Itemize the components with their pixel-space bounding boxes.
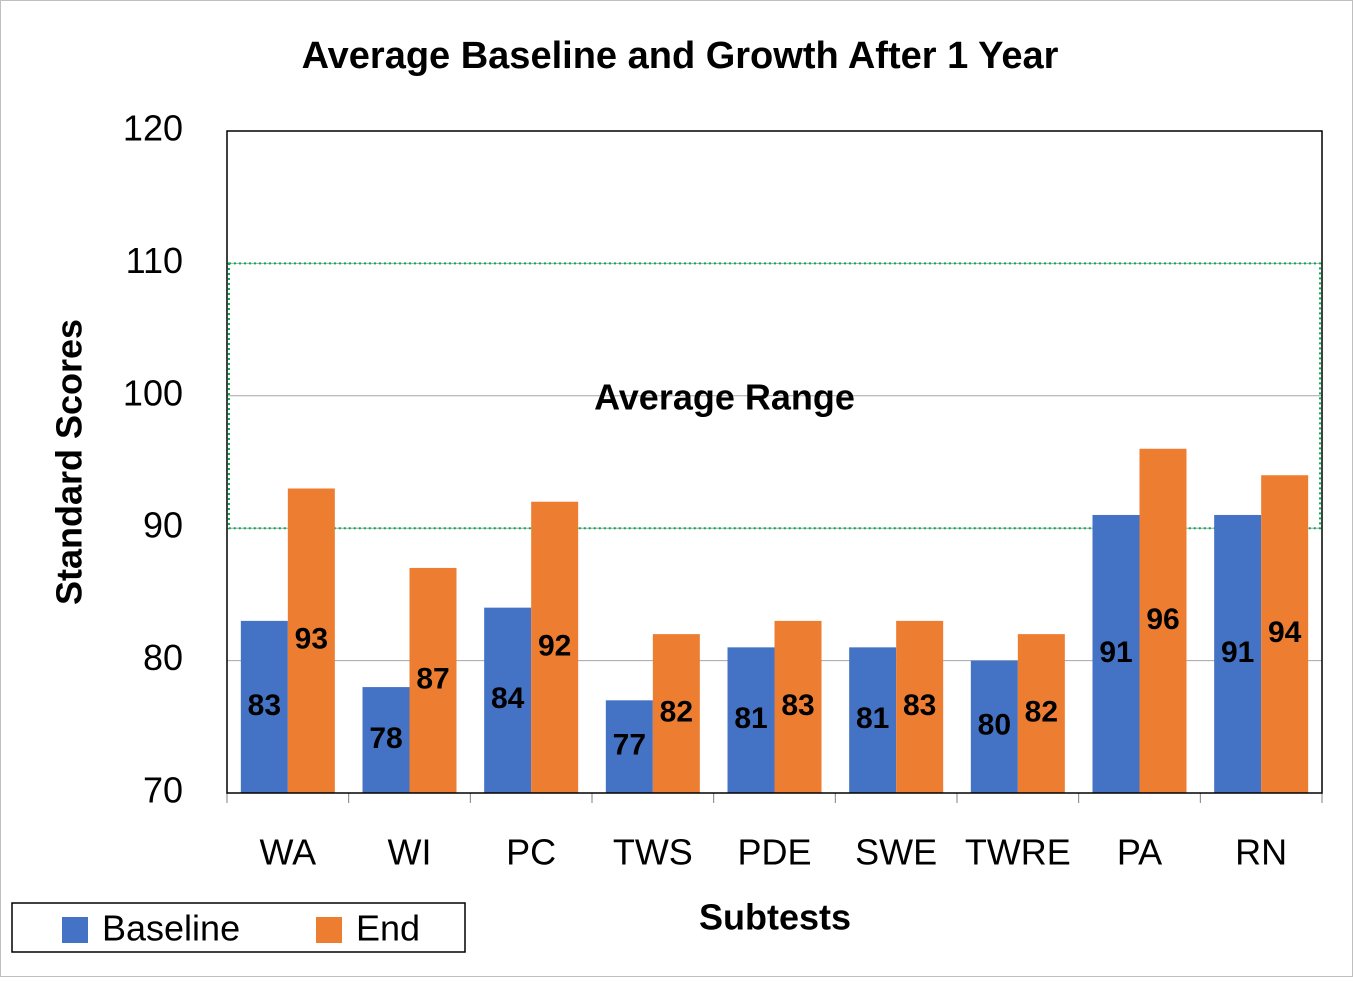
data-label: 83 [248,689,281,722]
data-label: 84 [491,682,525,715]
x-tick-label: SWE [855,832,937,873]
bar [240,620,288,793]
legend-swatch [62,917,88,943]
y-tick-label: 100 [123,372,183,413]
range-band [228,262,1321,530]
bar [727,647,775,793]
bar [362,687,410,793]
data-label: 78 [369,722,402,755]
y-tick-label: 80 [143,637,183,678]
data-label: 92 [538,629,571,662]
data-label: 87 [416,662,449,695]
data-label: 93 [295,623,328,656]
data-label: 80 [978,709,1011,742]
data-label: 94 [1268,616,1302,649]
x-tick-label: PDE [737,832,811,873]
chart-title: Average Baseline and Growth After 1 Year [302,35,1059,77]
bar [1214,514,1262,793]
data-label: 82 [660,695,693,728]
bar [652,634,700,793]
data-label: 96 [1146,603,1179,636]
x-tick-label: TWRE [965,832,1071,873]
data-label: 83 [903,689,936,722]
x-tick-label: PC [506,832,556,873]
legend-swatch [316,917,342,943]
y-tick-label: 90 [143,505,183,546]
data-label: 81 [734,702,767,735]
bar [849,647,897,793]
bar [1017,634,1065,793]
bar [531,501,579,793]
x-tick-label: RN [1235,832,1287,873]
data-label: 91 [1099,636,1132,669]
data-label: 81 [856,702,889,735]
x-tick-label: WI [388,832,432,873]
x-tick-label: PA [1117,832,1162,873]
bar [896,620,944,793]
data-label: 82 [1025,695,1058,728]
bar [287,488,335,793]
x-axis-title: Subtests [699,897,851,938]
bar [1261,475,1309,793]
bar [774,620,822,793]
x-tick-label: TWS [613,832,693,873]
bar [1092,514,1140,793]
bar [484,607,532,793]
y-tick-label: 70 [143,770,183,811]
y-tick-label: 120 [123,108,183,149]
bar [1139,448,1187,793]
data-label: 77 [613,729,646,762]
x-tick-label: WA [260,832,317,873]
bar [970,660,1018,793]
y-axis-title: Standard Scores [49,319,90,605]
bar [409,567,457,793]
y-tick-label: 110 [126,240,183,281]
legend-label: Baseline [102,908,240,949]
range-label: Average Range [594,376,855,417]
plot-frame [226,130,1323,794]
data-label: 83 [781,689,814,722]
data-label: 91 [1221,636,1254,669]
bar [605,700,653,793]
legend-label: End [356,908,420,949]
